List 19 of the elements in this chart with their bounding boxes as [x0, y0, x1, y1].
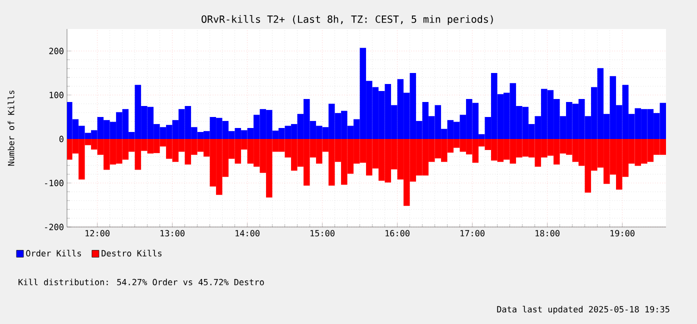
text: Kill distribution: 54.27% Order vs 45.72% Destro [18, 278, 264, 286]
x-tick-label: 12:00 [86, 230, 110, 236]
x-tick-label: 16:00 [386, 230, 410, 236]
chart-title: ORvR-kills T2+ (Last 8h, TZ: CEST, 5 min periods) [202, 15, 493, 25]
text: Data last updated 2025-05-18 19:35 [497, 306, 670, 314]
y-tick-label: 200 [49, 48, 64, 54]
x-tick-label: 19:00 [610, 230, 634, 236]
x-tick-label: 14:00 [236, 230, 260, 236]
x-tick-label: 17:00 [460, 230, 484, 236]
x-tick-label: 18:00 [536, 230, 560, 236]
y-tick-label: 100 [50, 92, 64, 98]
x-tick-label: 13:00 [160, 230, 184, 236]
legend-label: Destro Kills [102, 250, 162, 256]
legend-label: Order Kills [26, 250, 81, 256]
y-tick-label: -200 [45, 224, 64, 230]
y-axis-title: Number of Kills [8, 90, 14, 166]
x-tick-label: 15:00 [310, 230, 334, 236]
y-tick-label: -100 [45, 180, 64, 186]
y-tick-label: 0 [59, 136, 64, 142]
